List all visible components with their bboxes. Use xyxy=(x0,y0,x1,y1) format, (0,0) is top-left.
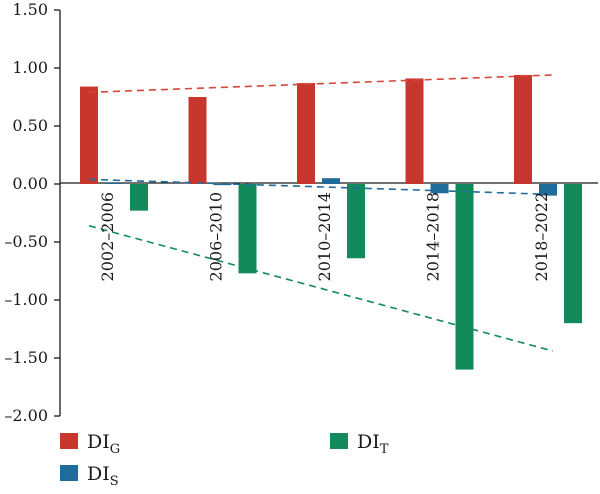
bar-di-g xyxy=(514,74,532,184)
y-tick-label: 0.00 xyxy=(12,174,48,193)
y-tick-label: –0.50 xyxy=(4,232,48,251)
bar-di-t xyxy=(347,184,365,259)
legend-swatch xyxy=(60,433,78,449)
category-label: 2006–2010 xyxy=(207,192,226,281)
category-label: 2014–2018 xyxy=(424,192,443,281)
y-tick-label: 1.50 xyxy=(12,0,48,19)
legend: DIG DIS DIT xyxy=(60,431,389,489)
legend-label: DIS xyxy=(87,463,119,489)
bar-di-t xyxy=(564,184,582,324)
bar-di-s xyxy=(322,178,340,184)
category-label: 2010–2014 xyxy=(315,192,334,281)
bar-di-g xyxy=(80,86,98,184)
trendline-di-g xyxy=(88,74,554,94)
bar-di-g xyxy=(297,83,315,184)
bar-di-t xyxy=(455,184,474,370)
bar-di-t xyxy=(130,184,148,211)
legend-item: DIS xyxy=(60,463,119,489)
bar-di-g xyxy=(405,78,424,184)
category-label: 2018–2022 xyxy=(532,192,551,281)
trendline-di-t xyxy=(88,224,554,352)
trendline-di-s xyxy=(88,178,554,196)
bars xyxy=(80,74,582,370)
bar-di-s xyxy=(539,184,557,196)
bar-di-g xyxy=(188,97,207,184)
legend-label: DIT xyxy=(357,431,389,457)
y-axis-ticks: 1.50 1.00 0.50 0.00 –0.50 –1.00 –1.50 –2.00 xyxy=(4,0,60,425)
y-tick-label: 0.50 xyxy=(12,116,48,135)
bar-di-s xyxy=(105,182,123,184)
legend-item: DIT xyxy=(330,431,389,457)
y-tick-label: –2.00 xyxy=(4,406,48,425)
category-labels: 2002–2006 2006–2010 2010–2014 2014–2018 2018… xyxy=(98,192,551,281)
bar-di-t xyxy=(238,184,257,274)
legend-item: DIG xyxy=(60,431,120,457)
y-tick-label: –1.50 xyxy=(4,348,48,367)
bar-di-s xyxy=(430,184,449,194)
y-tick-label: 1.00 xyxy=(12,58,48,77)
legend-swatch xyxy=(60,465,78,481)
y-tick-label: –1.00 xyxy=(4,290,48,309)
category-label: 2002–2006 xyxy=(98,192,117,281)
bar-di-s xyxy=(213,184,232,186)
legend-swatch xyxy=(330,433,348,449)
legend-label: DIG xyxy=(87,431,120,457)
trendlines xyxy=(88,74,554,352)
